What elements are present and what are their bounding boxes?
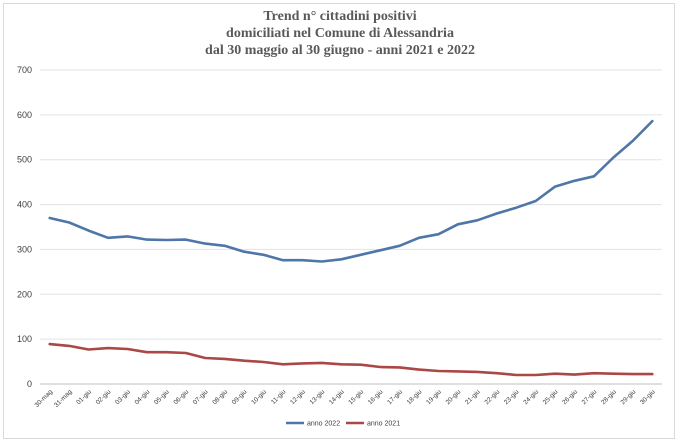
chart-frame [3, 3, 675, 439]
x-tick-label: 18-giu [406, 388, 424, 406]
x-tick-label: 19-giu [425, 388, 443, 406]
x-tick-label: 02-giu [95, 388, 113, 406]
x-tick-label: 20-giu [445, 388, 463, 406]
x-tick-label: 27-giu [581, 388, 599, 406]
x-tick-label: 30-mag [34, 388, 55, 409]
x-tick-label: 04-giu [134, 388, 152, 406]
x-tick-label: 06-giu [172, 388, 190, 406]
x-tick-label: 21-giu [464, 388, 482, 406]
x-tick-label: 07-giu [192, 388, 210, 406]
x-tick-label: 01-giu [75, 388, 93, 406]
series-line-2021 [48, 342, 654, 377]
y-tick-label: 100 [17, 334, 32, 344]
x-tick-label: 15-giu [347, 388, 365, 406]
x-tick-label: 05-giu [153, 388, 171, 406]
x-tick-label: 16-giu [367, 388, 385, 406]
chart-title-line-3: dal 30 maggio al 30 giugno - anni 2021 e… [205, 43, 475, 58]
chart-title-line-2: domiciliati nel Comune di Alessandria [226, 26, 454, 41]
x-tick-label: 23-giu [503, 388, 521, 406]
x-tick-label: 12-giu [289, 388, 307, 406]
x-tick-label: 09-giu [231, 388, 249, 406]
x-tick-label: 22-giu [483, 388, 501, 406]
x-tick-label: 03-giu [114, 388, 132, 406]
y-tick-label: 700 [17, 65, 32, 75]
chart-title-line-1: Trend n° cittadini positivi [263, 9, 417, 24]
y-tick-label: 600 [17, 110, 32, 120]
x-tick-label: 14-giu [328, 388, 346, 406]
y-tick-label: 200 [17, 289, 32, 299]
y-tick-label: 500 [17, 155, 32, 165]
legend-label-2022: anno 2022 [307, 421, 340, 428]
x-tick-label: 31-mag [53, 388, 74, 409]
x-tick-label: 13-giu [309, 388, 327, 406]
x-tick-label: 08-giu [211, 388, 229, 406]
chart-title: Trend n° cittadini positivi domiciliati … [0, 8, 680, 59]
y-tick-label: 0 [27, 379, 32, 389]
x-tick-label: 10-giu [250, 388, 268, 406]
x-tick-label: 29-giu [620, 388, 638, 406]
series-line-2022 [48, 119, 654, 263]
x-tick-label: 11-giu [270, 388, 288, 406]
legend-label-2021: anno 2021 [367, 421, 400, 428]
x-tick-label: 24-giu [522, 388, 540, 406]
x-tick-label: 30-giu [639, 388, 657, 406]
x-tick-label: 28-giu [600, 388, 618, 406]
x-tick-label: 17-giu [386, 388, 404, 406]
y-tick-label: 300 [17, 244, 32, 254]
x-tick-label: 26-giu [561, 388, 579, 406]
y-tick-label: 400 [17, 200, 32, 210]
x-tick-label: 25-giu [542, 388, 560, 406]
